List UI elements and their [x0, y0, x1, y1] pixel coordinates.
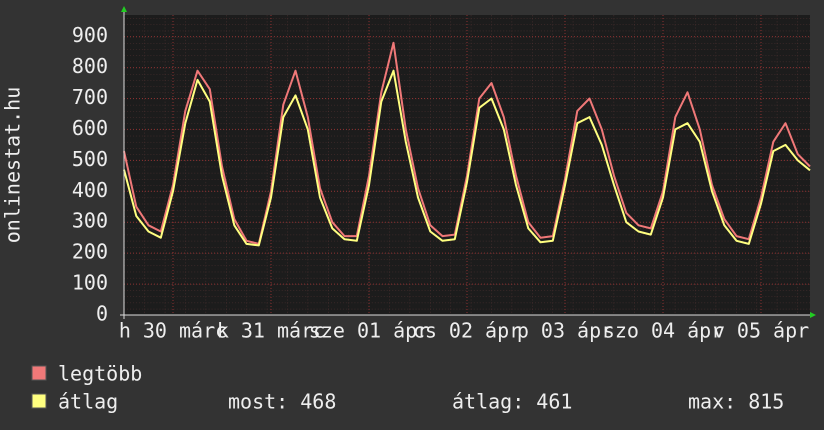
x-tick-label: h 30 márc	[119, 319, 227, 343]
y-tick-label: 200	[72, 240, 108, 264]
x-tick-label: p 03 ápr	[517, 319, 613, 343]
axis-arrow	[121, 6, 127, 12]
stat: max: 815	[688, 390, 784, 414]
y-tick-label: 800	[72, 54, 108, 78]
y-tick-label: 900	[72, 23, 108, 47]
y-tick-label: 500	[72, 147, 108, 171]
x-tick-label: sze 01 ápr	[309, 319, 429, 343]
legend-label: legtöbb	[58, 362, 142, 386]
y-tick-label: 700	[72, 85, 108, 109]
y-axis-label: onlinestat.hu	[1, 87, 25, 244]
stat: most: 468	[228, 390, 336, 414]
x-tick-label: szo 04 ápr	[603, 319, 723, 343]
y-tick-label: 400	[72, 178, 108, 202]
x-tick-label: v 05 ápr	[713, 319, 809, 343]
axis-arrow	[810, 312, 816, 318]
legend-swatch	[31, 365, 47, 381]
x-tick-label: cs 02 ápr	[413, 319, 521, 343]
y-tick-label: 0	[96, 302, 108, 326]
y-tick-label: 100	[72, 271, 108, 295]
series-line	[123, 69, 811, 247]
series-line	[123, 41, 811, 245]
y-tick-label: 300	[72, 209, 108, 233]
x-tick-label: k 31 márc	[217, 319, 325, 343]
legend-label: átlag	[58, 390, 118, 414]
stat: átlag: 461	[452, 390, 572, 414]
y-tick-label: 600	[72, 116, 108, 140]
legend-swatch	[31, 393, 47, 409]
